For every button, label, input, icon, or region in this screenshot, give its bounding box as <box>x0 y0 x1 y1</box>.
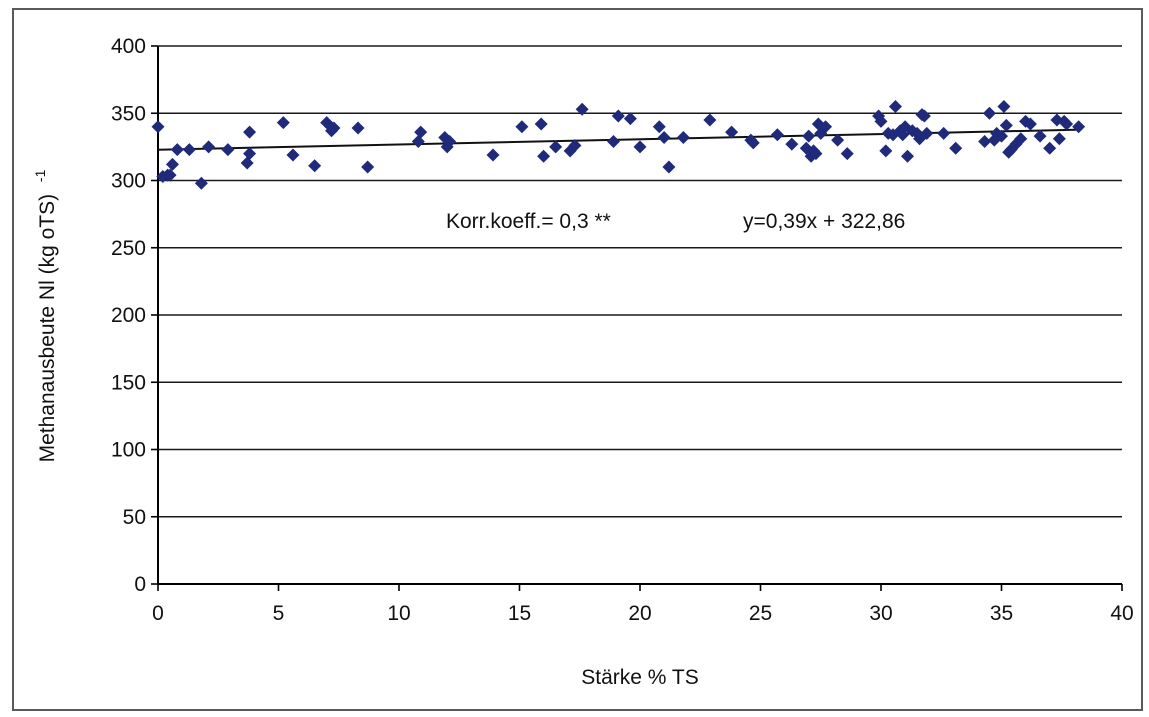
data-point-20 <box>361 160 375 174</box>
data-point-7 <box>194 176 208 190</box>
data-point-32 <box>568 139 582 153</box>
data-point-37 <box>633 140 647 154</box>
data-point-56 <box>831 133 845 147</box>
data-point-88 <box>1023 117 1037 131</box>
data-point-27 <box>515 120 529 134</box>
data-point-14 <box>286 148 300 162</box>
data-point-55 <box>819 120 833 134</box>
data-point-36 <box>623 112 637 126</box>
data-point-89 <box>1033 129 1047 143</box>
data-point-60 <box>879 144 893 158</box>
x-tick-label-35: 35 <box>990 602 1013 625</box>
data-point-86 <box>1014 132 1028 146</box>
data-point-38 <box>652 120 666 134</box>
data-point-42 <box>703 113 717 127</box>
data-point-90 <box>1043 141 1057 155</box>
data-point-4 <box>165 157 179 171</box>
y-axis-title-sup: -1 <box>32 169 48 182</box>
data-point-19 <box>351 121 365 135</box>
data-point-34 <box>606 134 620 148</box>
data-point-30 <box>549 140 563 154</box>
y-tick-label-250: 250 <box>111 237 146 260</box>
x-tick-label-40: 40 <box>1110 602 1133 625</box>
data-point-28 <box>534 117 548 131</box>
data-point-21 <box>411 134 425 148</box>
data-point-25 <box>443 134 457 148</box>
data-point-6 <box>182 143 196 157</box>
data-point-18 <box>327 121 341 135</box>
data-point-59 <box>874 114 888 128</box>
data-point-80 <box>995 129 1008 143</box>
data-point-10 <box>240 156 254 170</box>
data-point-76 <box>978 134 992 148</box>
data-point-12 <box>243 125 257 139</box>
data-point-75 <box>949 141 963 155</box>
data-point-43 <box>725 125 739 139</box>
correlation-annotation: Korr.koeff.= 0,3 ** <box>446 210 611 233</box>
data-point-33 <box>575 102 589 116</box>
y-tick-label-400: 400 <box>111 35 146 58</box>
data-point-92 <box>1052 132 1066 146</box>
data-point-22 <box>414 125 428 139</box>
data-point-11 <box>243 147 257 161</box>
data-point-52 <box>809 147 823 161</box>
tick-labels: 0 50 100 150 200 250 300 350 400 0 5 10 15 20 25 30 35 40 <box>111 35 1134 625</box>
data-point-74 <box>937 126 951 140</box>
data-point-73 <box>920 126 934 140</box>
x-tick-label-0: 0 <box>152 602 164 625</box>
data-point-95 <box>1072 120 1086 134</box>
x-tick-label-30: 30 <box>869 602 892 625</box>
x-tick-label-10: 10 <box>387 602 410 625</box>
data-point-40 <box>662 160 676 174</box>
y-axis-title: Methanausbeute Nl (kg oTS) -1 <box>32 169 59 462</box>
x-tick-label-20: 20 <box>628 602 651 625</box>
data-point-46 <box>770 128 784 142</box>
data-point-29 <box>537 149 551 163</box>
chart-frame <box>12 8 1143 711</box>
data-point-13 <box>276 116 290 130</box>
data-point-39 <box>657 130 671 144</box>
data-point-45 <box>746 136 760 150</box>
y-tick-label-50: 50 <box>123 506 146 529</box>
data-point-57 <box>840 147 854 161</box>
x-tick-label-5: 5 <box>273 602 285 625</box>
y-tick-label-200: 200 <box>111 304 146 327</box>
x-axis-title: Stärke % TS <box>581 666 699 689</box>
x-tick-label-15: 15 <box>508 602 531 625</box>
data-point-67 <box>901 149 915 163</box>
data-point-41 <box>676 130 690 144</box>
data-point-9 <box>221 143 235 157</box>
y-tick-label-150: 150 <box>111 371 146 394</box>
data-point-15 <box>308 159 322 173</box>
data-point-49 <box>802 129 816 143</box>
data-point-35 <box>611 109 625 123</box>
x-tick-label-25: 25 <box>749 602 772 625</box>
data-point-81 <box>997 100 1011 114</box>
data-point-0 <box>151 120 165 134</box>
y-axis-title-main: Methanausbeute Nl (kg oTS) <box>36 194 59 462</box>
data-point-26 <box>486 148 500 162</box>
y-tick-label-100: 100 <box>111 439 146 462</box>
y-tick-label-300: 300 <box>111 170 146 193</box>
data-point-63 <box>888 100 902 114</box>
data-points <box>151 100 1086 190</box>
y-tick-label-350: 350 <box>111 102 146 125</box>
data-point-82 <box>999 118 1013 132</box>
data-point-8 <box>202 140 216 154</box>
equation-annotation: y=0,39x + 322,86 <box>743 210 905 233</box>
data-point-3 <box>163 168 177 182</box>
data-point-94 <box>1060 117 1074 131</box>
data-point-77 <box>982 106 996 120</box>
data-point-72 <box>917 109 931 123</box>
data-point-47 <box>785 137 799 151</box>
y-tick-label-0: 0 <box>134 573 146 596</box>
gridlines <box>158 45 1122 518</box>
data-point-5 <box>170 143 184 157</box>
